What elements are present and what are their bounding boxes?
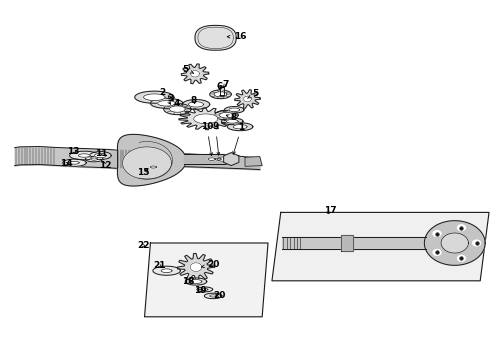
Polygon shape bbox=[221, 118, 243, 125]
Polygon shape bbox=[203, 156, 220, 162]
Polygon shape bbox=[135, 91, 174, 103]
Circle shape bbox=[473, 240, 481, 246]
Text: 8: 8 bbox=[191, 95, 196, 104]
Polygon shape bbox=[424, 221, 485, 265]
Polygon shape bbox=[220, 112, 233, 118]
Polygon shape bbox=[245, 157, 262, 166]
Polygon shape bbox=[153, 266, 180, 275]
Polygon shape bbox=[244, 96, 251, 102]
Polygon shape bbox=[118, 134, 186, 186]
Text: 15: 15 bbox=[137, 168, 149, 177]
Polygon shape bbox=[145, 243, 268, 317]
Polygon shape bbox=[202, 288, 208, 291]
Circle shape bbox=[458, 225, 466, 231]
Text: 10: 10 bbox=[200, 122, 213, 156]
Polygon shape bbox=[190, 280, 202, 283]
Polygon shape bbox=[190, 263, 202, 271]
Polygon shape bbox=[150, 166, 156, 168]
Polygon shape bbox=[63, 159, 86, 166]
Polygon shape bbox=[189, 102, 203, 107]
Polygon shape bbox=[204, 293, 222, 299]
Text: 4: 4 bbox=[168, 96, 180, 108]
Polygon shape bbox=[218, 157, 229, 161]
Polygon shape bbox=[179, 108, 233, 130]
Text: 9: 9 bbox=[212, 122, 220, 155]
Text: 18: 18 bbox=[182, 277, 195, 286]
Polygon shape bbox=[91, 158, 98, 160]
Text: 1: 1 bbox=[233, 122, 245, 154]
Circle shape bbox=[458, 255, 466, 261]
Polygon shape bbox=[170, 106, 185, 112]
Polygon shape bbox=[158, 100, 175, 106]
Polygon shape bbox=[341, 235, 353, 251]
Polygon shape bbox=[191, 71, 199, 77]
Text: 12: 12 bbox=[99, 161, 112, 170]
Text: 16: 16 bbox=[227, 32, 246, 41]
Polygon shape bbox=[210, 295, 217, 297]
Circle shape bbox=[433, 231, 441, 237]
Polygon shape bbox=[146, 165, 161, 170]
Text: 2: 2 bbox=[160, 88, 171, 104]
Text: 14: 14 bbox=[60, 159, 73, 168]
Polygon shape bbox=[229, 108, 240, 112]
Polygon shape bbox=[214, 92, 227, 97]
Polygon shape bbox=[215, 111, 238, 120]
Polygon shape bbox=[210, 157, 226, 162]
Polygon shape bbox=[185, 278, 207, 285]
Polygon shape bbox=[235, 90, 260, 108]
Polygon shape bbox=[194, 114, 218, 124]
Polygon shape bbox=[161, 269, 172, 273]
Polygon shape bbox=[224, 107, 244, 113]
Polygon shape bbox=[208, 158, 215, 161]
Text: 21: 21 bbox=[153, 261, 166, 270]
Polygon shape bbox=[220, 87, 224, 95]
Text: 8: 8 bbox=[226, 113, 236, 122]
Text: 5: 5 bbox=[247, 89, 259, 98]
Polygon shape bbox=[215, 158, 221, 160]
Text: 17: 17 bbox=[324, 206, 337, 215]
Polygon shape bbox=[213, 155, 234, 163]
Polygon shape bbox=[197, 287, 213, 292]
Polygon shape bbox=[144, 94, 165, 100]
Polygon shape bbox=[441, 233, 468, 253]
Polygon shape bbox=[78, 154, 90, 157]
Text: 3: 3 bbox=[168, 94, 173, 103]
Polygon shape bbox=[90, 152, 111, 159]
Polygon shape bbox=[177, 253, 215, 281]
Text: 19: 19 bbox=[194, 286, 206, 295]
Text: 6: 6 bbox=[217, 82, 222, 91]
Polygon shape bbox=[85, 156, 103, 162]
Polygon shape bbox=[272, 212, 489, 281]
Polygon shape bbox=[181, 64, 209, 84]
Text: 20: 20 bbox=[201, 260, 220, 269]
Polygon shape bbox=[182, 100, 210, 109]
Text: 13: 13 bbox=[67, 147, 80, 156]
Polygon shape bbox=[233, 125, 247, 129]
Polygon shape bbox=[195, 26, 236, 50]
Polygon shape bbox=[210, 90, 231, 99]
Circle shape bbox=[433, 249, 441, 255]
Polygon shape bbox=[227, 123, 253, 131]
Text: 20: 20 bbox=[213, 291, 226, 300]
Polygon shape bbox=[122, 147, 172, 179]
Polygon shape bbox=[226, 120, 238, 123]
Polygon shape bbox=[150, 98, 183, 108]
Text: 7: 7 bbox=[222, 80, 229, 89]
Text: 5: 5 bbox=[182, 65, 194, 74]
Polygon shape bbox=[70, 161, 79, 164]
Polygon shape bbox=[95, 153, 106, 158]
Polygon shape bbox=[70, 151, 99, 160]
Text: 11: 11 bbox=[95, 149, 108, 158]
Polygon shape bbox=[223, 153, 239, 166]
Polygon shape bbox=[164, 104, 191, 114]
Text: 22: 22 bbox=[137, 241, 149, 250]
